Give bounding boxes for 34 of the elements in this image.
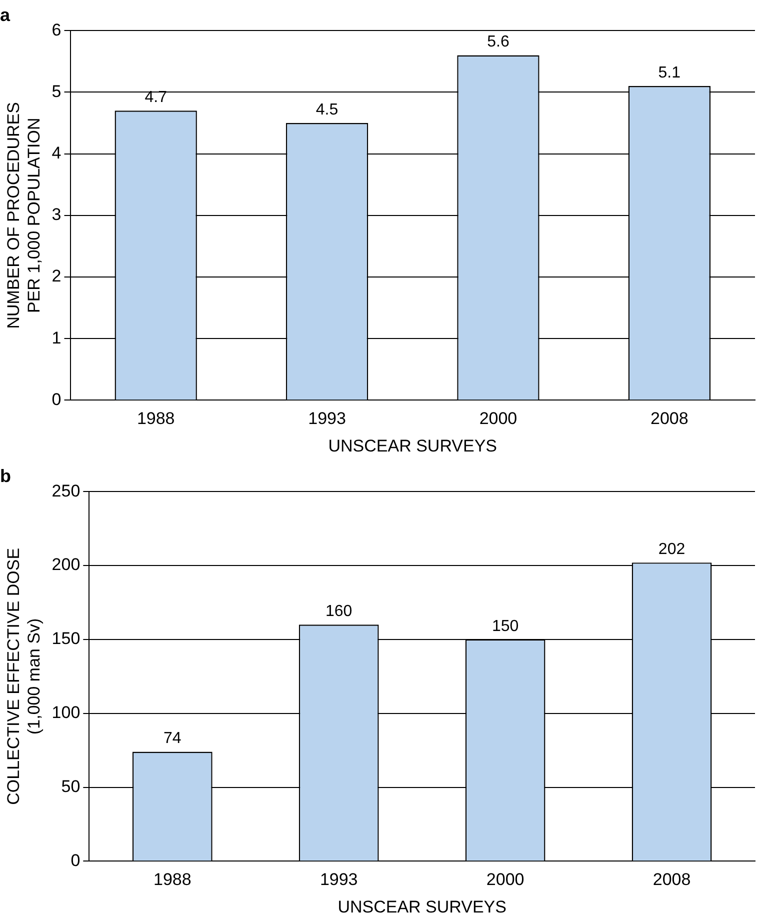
data-label: 5.1 (658, 64, 681, 82)
x-tick-label: 1988 (153, 870, 192, 890)
y-tick-label: 50 (61, 776, 80, 796)
y-tick-label: 6 (52, 20, 62, 40)
chart-title: b (0, 466, 11, 486)
x-axis-title: UNSCEAR SURVEYS (338, 897, 506, 916)
x-tick-label: 2000 (486, 870, 524, 890)
data-label: 150 (492, 618, 519, 635)
y-tick-label: 250 (52, 481, 80, 500)
y-tick-label: 5 (52, 82, 62, 101)
x-tick-label: 2008 (650, 409, 688, 428)
data-label: 4.5 (316, 101, 338, 118)
y-tick-label: 1 (52, 328, 62, 348)
y-tick-label: 0 (52, 390, 62, 409)
chart-title: a (0, 4, 11, 25)
x-tick-label: 2008 (652, 870, 691, 890)
x-tick-label: 1993 (320, 870, 358, 890)
data-label: 202 (658, 540, 686, 558)
data-label: 5.6 (487, 34, 510, 51)
data-label: 74 (163, 730, 182, 748)
y-tick-label: 150 (52, 629, 80, 648)
y-tick-label: 2 (52, 266, 62, 286)
x-tick-label: 1993 (308, 409, 346, 428)
y-axis-title: NUMBER OF PROCEDURES PER 1,000 POPULATION (4, 102, 44, 329)
y-tick-label: 200 (52, 555, 80, 574)
x-axis-title: UNSCEAR SURVEYS (328, 436, 498, 456)
y-tick-label: 0 (70, 850, 80, 870)
data-label: 160 (326, 603, 352, 620)
y-axis-title: COLLECTIVE EFFECTIVE DOSE (1,000 man Sv) (4, 548, 44, 805)
y-tick-label: 100 (52, 703, 80, 722)
x-tick-label: 1988 (136, 409, 175, 428)
y-tick-label: 3 (52, 205, 62, 224)
y-tick-label: 4 (52, 143, 62, 162)
x-tick-label: 2000 (479, 409, 518, 428)
